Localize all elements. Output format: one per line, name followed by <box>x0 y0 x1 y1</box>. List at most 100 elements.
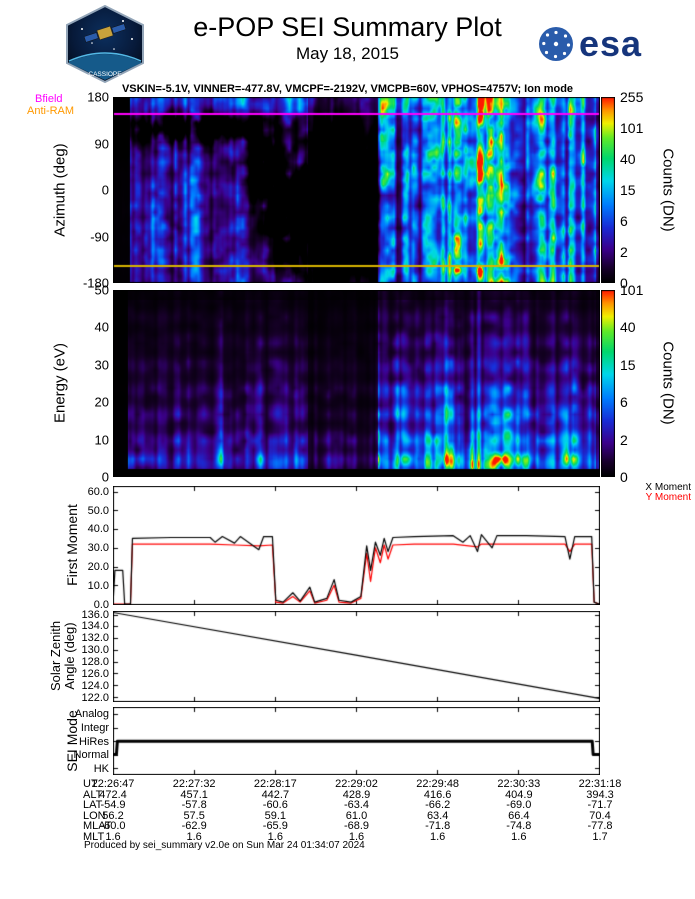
axis-value: 394.3 <box>586 789 614 801</box>
axis-value: 56.2 <box>102 810 124 822</box>
sza-ytick-label: 136.0 <box>81 608 109 621</box>
energy-ytick-label: 50 <box>94 282 109 298</box>
axis-value: 457.1 <box>180 789 208 801</box>
azimuth-colorbar-tick-label: 6 <box>620 213 628 229</box>
first-moment-plot <box>113 486 600 605</box>
energy-ytick-label: 40 <box>94 319 109 335</box>
first-moment-ytick-label: 0.0 <box>93 599 109 611</box>
axis-value: 22:31:18 <box>578 778 622 790</box>
axis-value: 22:26:47 <box>91 778 135 790</box>
axis-value: -60.6 <box>262 799 288 811</box>
axis-value: -77.8 <box>587 820 613 832</box>
axis-value: 1.6 <box>430 831 446 843</box>
first-moment-ytick-label: 30.0 <box>87 542 109 555</box>
axis-value: -68.9 <box>343 820 370 832</box>
energy-ytick-label: 30 <box>94 357 109 373</box>
esa-logo-text: esa <box>579 23 643 64</box>
axis-value: 416.6 <box>423 789 452 801</box>
sei-mode-plot <box>113 707 600 775</box>
plot-date: May 18, 2015 <box>295 44 399 63</box>
azimuth-ytick-label: 0 <box>101 182 109 198</box>
energy-colorbar-label: Counts (DN) <box>659 341 677 425</box>
axis-value: 22:30:33 <box>497 778 541 790</box>
axis-value: 22:28:17 <box>253 778 297 790</box>
sza-ytick-label: 134.0 <box>81 620 109 633</box>
energy-ytick-label: 20 <box>94 394 109 410</box>
axis-value: 1.6 <box>105 831 121 843</box>
azimuth-colorbar-tick-label: 255 <box>620 89 644 105</box>
axis-value: -66.2 <box>425 799 451 811</box>
axis-row-label-ut: UT <box>83 778 98 790</box>
axis-value: 428.9 <box>342 789 371 801</box>
axis-value: -63.4 <box>343 799 370 811</box>
energy-colorbar-tick-label: 6 <box>620 394 628 411</box>
axis-value: -71.7 <box>587 799 613 811</box>
sza-ytick-label: 132.0 <box>81 632 109 645</box>
x-moment-legend: X Moment <box>645 482 691 493</box>
azimuth-colorbar <box>601 97 615 283</box>
axis-value: 22:29:02 <box>335 778 378 790</box>
esa-logo: esa <box>538 26 642 62</box>
energy-colorbar-tick-label: 2 <box>620 431 628 448</box>
energy-colorbar-tick-label: 101 <box>620 282 644 298</box>
axis-value: 66.4 <box>508 810 530 822</box>
axis-value: 1.6 <box>186 831 202 843</box>
axis-value: 70.4 <box>589 810 611 822</box>
axis-value: -74.8 <box>506 820 532 832</box>
solar-zenith-plot <box>113 611 600 702</box>
axis-value: -65.9 <box>262 820 288 832</box>
axis-row-label-lat: LAT <box>83 799 103 811</box>
axis-value: -60.0 <box>100 820 126 832</box>
axis-value: 63.4 <box>426 810 449 822</box>
azimuth-colorbar-label: Counts (DN) <box>659 148 677 232</box>
azimuth-ytick-label: -180 <box>82 275 109 291</box>
sza-axis-label-line1: Solar Zenith <box>48 620 63 692</box>
cassiope-mission-logo: CASSIOPE <box>62 4 148 88</box>
azimuth-ytick-label: -90 <box>90 229 109 244</box>
antiram-legend-label: Anti-RAM <box>27 105 75 117</box>
bfield-legend-label: Bfield <box>35 93 63 105</box>
energy-colorbar-tick-label: 0 <box>620 469 628 485</box>
axis-row-label-alt: ALT <box>83 789 103 801</box>
axis-value: -71.8 <box>425 820 451 832</box>
azimuth-colorbar-tick-label: 40 <box>620 151 636 167</box>
energy-spectrogram <box>113 290 600 477</box>
first-moment-ytick-label: 60.0 <box>87 485 109 498</box>
sei-mode-category-label: Normal <box>73 749 109 762</box>
y-moment-legend: Y Moment <box>645 492 691 503</box>
axis-value: -69.0 <box>506 799 532 811</box>
energy-ytick-label: 0 <box>101 469 109 485</box>
axis-value: 22:29:48 <box>416 778 460 790</box>
sza-ytick-label: 126.0 <box>81 668 109 681</box>
sei-mode-category-label: Integr <box>80 722 109 735</box>
footer-production-note: Produced by sei_summary v2.0e on Sun Mar… <box>84 840 365 851</box>
first-moment-ytick-label: 50.0 <box>87 504 109 517</box>
axis-value: 57.5 <box>183 810 205 822</box>
axis-value: -54.9 <box>100 799 126 811</box>
axis-value: -62.9 <box>181 820 207 832</box>
axis-value: 404.9 <box>505 789 533 801</box>
sza-ytick-label: 122.0 <box>81 691 109 704</box>
sza-ytick-label: 130.0 <box>81 644 109 657</box>
axis-value: 61.0 <box>345 810 368 822</box>
axis-value: 1.7 <box>592 831 608 843</box>
axis-row-label-lon: LON <box>83 810 106 822</box>
sei-mode-category-label: Analog <box>74 708 109 721</box>
azimuth-ytick-label: 180 <box>87 89 109 105</box>
sza-ytick-label: 128.0 <box>81 656 109 669</box>
first-moment-ytick-label: 40.0 <box>87 523 109 536</box>
esa-globe-icon <box>539 27 573 61</box>
axis-value: 1.6 <box>348 831 365 843</box>
first-moment-ytick-label: 20.0 <box>87 561 109 574</box>
energy-colorbar-tick-label: 40 <box>620 319 636 336</box>
energy-axis-label: Energy (eV) <box>51 342 69 424</box>
axis-value: -57.8 <box>181 799 207 811</box>
instrument-settings-line: VSKIN=-5.1V, VINNER=-477.8V, VMCPF=-2192… <box>121 83 574 95</box>
axis-value: 472.4 <box>99 789 127 801</box>
axis-row-label-mlt: MLT <box>83 831 105 843</box>
axis-row-label-mlat: MLAT <box>83 820 112 832</box>
sza-ytick-label: 124.0 <box>81 679 109 692</box>
azimuth-colorbar-tick-label: 2 <box>620 244 628 260</box>
axis-value: 1.6 <box>267 831 283 843</box>
